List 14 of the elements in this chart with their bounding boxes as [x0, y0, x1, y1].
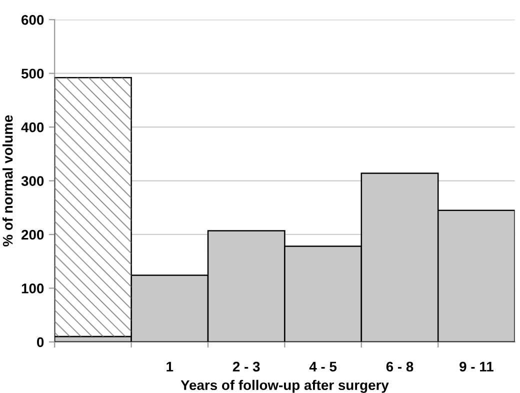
y-tick-label: 100	[22, 284, 44, 294]
y-tick-label: 0	[37, 337, 44, 348]
y-tick-label: 400	[21, 122, 44, 132]
y-tick-label: 600	[22, 14, 44, 25]
y-tick-label: 500	[21, 68, 44, 79]
y-tick-label: 200	[21, 230, 44, 240]
y-tick-label: 300	[21, 176, 44, 186]
x-tick-label: 4 - 5	[309, 362, 337, 372]
x-tick-label: 1	[166, 362, 174, 372]
x-tick-label: 6 - 8	[386, 362, 414, 372]
x-tick-label: 2 - 3	[232, 362, 260, 372]
x-tick-label: 9 - 11	[460, 362, 494, 372]
x-axis-title: Years of follow-up after surgery	[180, 380, 389, 393]
y-axis-title: % of normal volume	[2, 115, 13, 246]
